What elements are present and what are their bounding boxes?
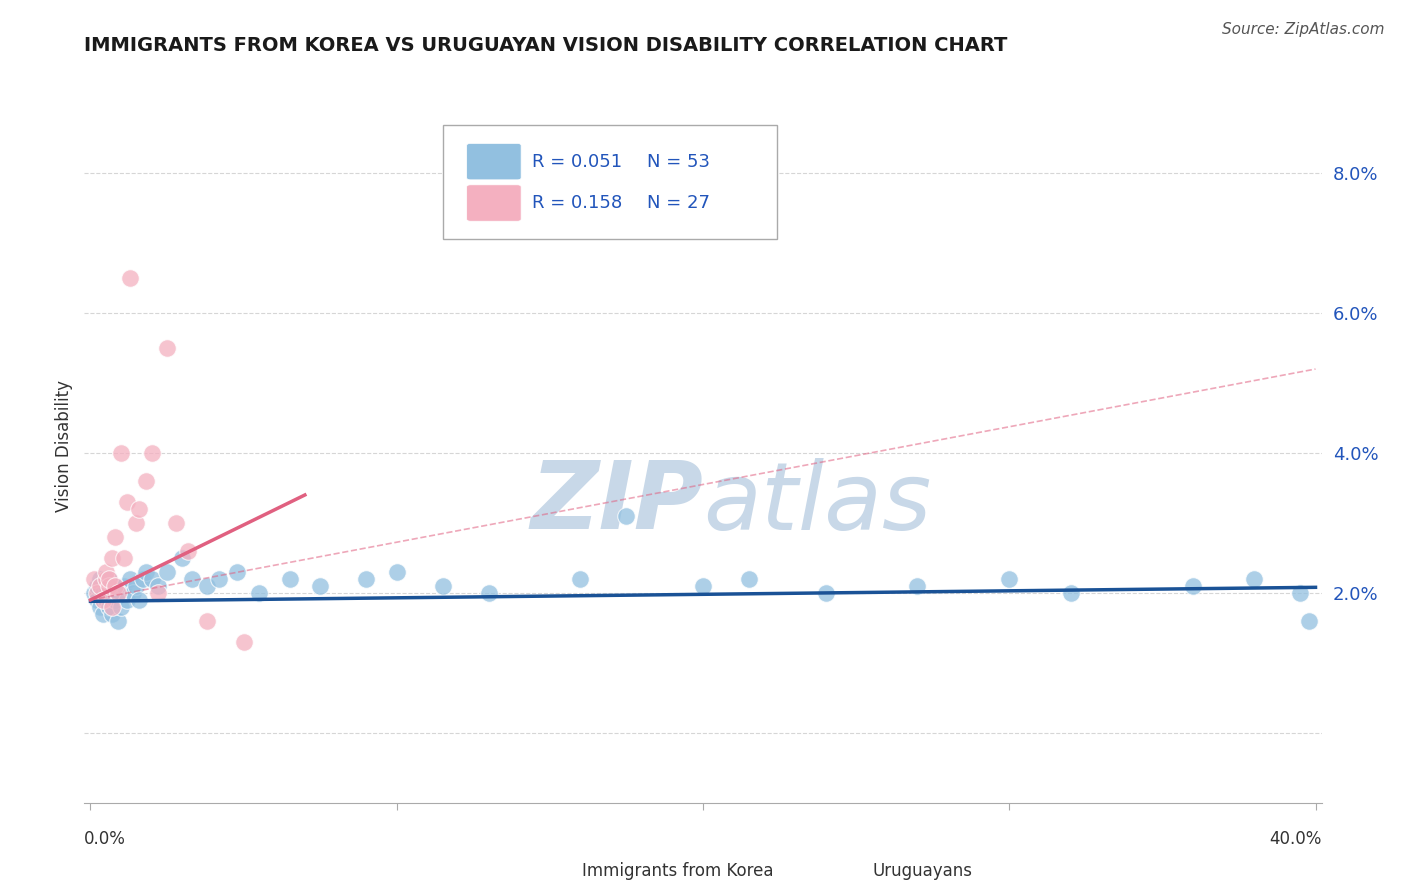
Point bbox=[89, 572, 111, 586]
Point bbox=[107, 586, 129, 600]
Text: atlas: atlas bbox=[703, 458, 931, 549]
Point bbox=[385, 565, 408, 579]
Point bbox=[125, 579, 148, 593]
Point bbox=[97, 572, 120, 586]
Point bbox=[135, 565, 157, 579]
Point bbox=[141, 446, 163, 460]
Point bbox=[115, 593, 138, 607]
Point bbox=[309, 579, 332, 593]
Point bbox=[569, 572, 592, 586]
Point bbox=[101, 599, 124, 614]
Point bbox=[125, 516, 148, 530]
Point bbox=[104, 593, 127, 607]
Text: Immigrants from Korea: Immigrants from Korea bbox=[582, 863, 773, 880]
Point bbox=[146, 579, 169, 593]
Point bbox=[120, 572, 142, 586]
Point bbox=[354, 572, 377, 586]
FancyBboxPatch shape bbox=[467, 144, 522, 180]
Point bbox=[97, 572, 120, 586]
Text: N = 27: N = 27 bbox=[647, 194, 710, 212]
Point bbox=[91, 586, 114, 600]
Point bbox=[94, 593, 117, 607]
Point bbox=[97, 579, 120, 593]
Point bbox=[177, 544, 200, 558]
Point bbox=[112, 579, 135, 593]
Point bbox=[226, 565, 249, 579]
Text: ZIP: ZIP bbox=[530, 457, 703, 549]
FancyBboxPatch shape bbox=[526, 852, 576, 890]
Point bbox=[94, 579, 117, 593]
Point bbox=[208, 572, 231, 586]
Point bbox=[278, 572, 301, 586]
Text: R = 0.051: R = 0.051 bbox=[533, 153, 623, 171]
Point bbox=[616, 508, 638, 523]
Point bbox=[156, 341, 179, 355]
Point bbox=[232, 635, 254, 649]
Point bbox=[86, 586, 108, 600]
Point bbox=[104, 579, 127, 593]
Point bbox=[101, 586, 124, 600]
Point bbox=[89, 579, 111, 593]
Point bbox=[110, 446, 132, 460]
Point bbox=[146, 586, 169, 600]
Point bbox=[905, 579, 928, 593]
Point bbox=[1289, 586, 1312, 600]
Point bbox=[97, 599, 120, 614]
Point bbox=[86, 579, 108, 593]
Text: R = 0.158: R = 0.158 bbox=[533, 194, 623, 212]
Point bbox=[141, 572, 163, 586]
Point bbox=[83, 572, 105, 586]
Point bbox=[432, 579, 454, 593]
Point bbox=[1243, 572, 1265, 586]
Point bbox=[104, 530, 127, 544]
Point bbox=[91, 593, 114, 607]
Point bbox=[738, 572, 761, 586]
Point bbox=[83, 586, 105, 600]
Point bbox=[112, 550, 135, 565]
Point bbox=[101, 550, 124, 565]
Point bbox=[89, 599, 111, 614]
Text: N = 53: N = 53 bbox=[647, 153, 710, 171]
Point bbox=[180, 572, 202, 586]
Point bbox=[165, 516, 187, 530]
Point bbox=[91, 607, 114, 621]
Point bbox=[814, 586, 837, 600]
Text: 0.0%: 0.0% bbox=[84, 830, 127, 847]
Text: 40.0%: 40.0% bbox=[1270, 830, 1322, 847]
Point bbox=[1182, 579, 1205, 593]
Text: IMMIGRANTS FROM KOREA VS URUGUAYAN VISION DISABILITY CORRELATION CHART: IMMIGRANTS FROM KOREA VS URUGUAYAN VISIO… bbox=[84, 36, 1008, 54]
Point bbox=[94, 572, 117, 586]
Point bbox=[107, 586, 129, 600]
Point bbox=[107, 614, 129, 628]
Point bbox=[478, 586, 501, 600]
Y-axis label: Vision Disability: Vision Disability bbox=[55, 380, 73, 512]
FancyBboxPatch shape bbox=[817, 852, 868, 890]
Point bbox=[101, 607, 124, 621]
Point bbox=[998, 572, 1021, 586]
Point bbox=[122, 586, 145, 600]
Point bbox=[110, 599, 132, 614]
Point bbox=[195, 579, 218, 593]
Point bbox=[128, 502, 150, 516]
Text: Source: ZipAtlas.com: Source: ZipAtlas.com bbox=[1222, 22, 1385, 37]
FancyBboxPatch shape bbox=[443, 125, 778, 239]
Point bbox=[86, 593, 108, 607]
Point bbox=[131, 572, 153, 586]
Point bbox=[195, 614, 218, 628]
Point bbox=[115, 495, 138, 509]
Point bbox=[247, 586, 270, 600]
FancyBboxPatch shape bbox=[467, 185, 522, 221]
Point bbox=[156, 565, 179, 579]
Point bbox=[1059, 586, 1081, 600]
Point bbox=[692, 579, 714, 593]
Point bbox=[104, 579, 127, 593]
Point bbox=[120, 271, 142, 285]
Point bbox=[1298, 614, 1320, 628]
Point bbox=[128, 593, 150, 607]
Point bbox=[94, 565, 117, 579]
Point bbox=[172, 550, 194, 565]
Text: Uruguayans: Uruguayans bbox=[873, 863, 973, 880]
Point bbox=[135, 474, 157, 488]
